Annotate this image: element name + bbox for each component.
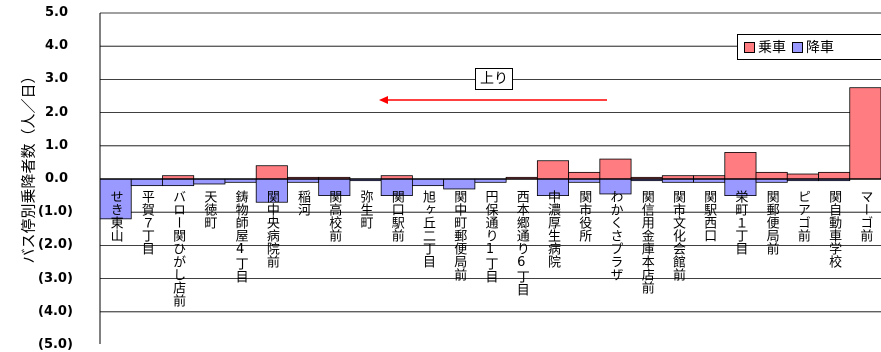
y-tick-label: (3.0) — [38, 270, 73, 286]
bar-boarding-16 — [599, 158, 632, 180]
bar-boarding-20 — [724, 152, 757, 180]
legend-label-alighting: 降車 — [806, 40, 834, 56]
y-tick-label: 4.0 — [44, 38, 68, 54]
x-tick-label: 鋳物師屋4丁目 — [232, 190, 248, 283]
legend-label-boarding: 乗車 — [758, 40, 786, 56]
x-tick-label: 西本郷通り6丁目 — [513, 190, 529, 296]
x-tick-label: マーゴ前 — [857, 190, 873, 242]
y-tick-label: 2.0 — [44, 104, 68, 120]
x-tick-label: 関高校前 — [326, 190, 342, 242]
bar-alighting-2 — [162, 178, 195, 187]
bar-boarding-15 — [568, 171, 601, 180]
x-tick-label: せき東山 — [107, 190, 123, 242]
x-tick-label: バロー関ひがし店前 — [170, 190, 186, 307]
x-tick-label: 円保通り1丁目 — [482, 190, 498, 283]
x-tick-label: 天徳町 — [201, 190, 217, 229]
bar-alighting-10 — [411, 178, 445, 187]
x-tick-label: ピアゴ前 — [794, 190, 810, 242]
x-tick-label: 関駅西口 — [701, 190, 717, 242]
bar-boarding-21 — [755, 171, 788, 180]
x-tick-label: 平賀７丁目 — [138, 190, 154, 255]
x-tick-label: 関口駅前 — [388, 190, 404, 242]
x-tick-label: 関信用金庫本店前 — [638, 190, 654, 294]
y-tick-label: 0.0 — [44, 171, 68, 186]
y-tick-label: (5.0) — [38, 337, 73, 352]
x-tick-label: 関市文化会館前 — [669, 190, 685, 281]
y-axis-label: バス停別乗降者数（人／日） — [19, 68, 38, 264]
legend-swatch-alighting — [792, 41, 803, 53]
x-tick-label: 栄町１丁目 — [732, 190, 748, 255]
y-tick-label: (1.0) — [38, 204, 73, 220]
legend: 乗車 降車 — [737, 34, 881, 60]
x-tick-label: 旭ヶ丘二丁目 — [420, 190, 436, 268]
x-tick-label: 弥生町 — [357, 190, 373, 229]
bar-boarding-14 — [536, 160, 569, 180]
x-tick-label: わかくさプラザ — [607, 190, 623, 281]
x-tick-label: 関自動車学校 — [826, 190, 842, 268]
x-tick-label: 稲河 — [295, 190, 311, 216]
bar-chart — [99, 12, 881, 344]
y-tick-label: 5.0 — [44, 5, 68, 20]
bar-boarding-5 — [255, 165, 288, 180]
x-tick-label: 関市役所 — [576, 190, 592, 242]
legend-swatch-boarding — [744, 41, 755, 53]
legend-item-boarding: 乗車 — [744, 37, 786, 57]
y-tick-label: (4.0) — [38, 303, 73, 319]
x-tick-label: 関郵便局前 — [763, 190, 779, 255]
bars — [99, 87, 881, 220]
y-tick-label: 3.0 — [44, 71, 68, 87]
legend-item-alighting: 降車 — [792, 37, 834, 57]
y-tick-label: 1.0 — [44, 137, 68, 153]
bar-alighting-1 — [130, 178, 163, 187]
bar-alighting-11 — [443, 178, 476, 190]
bar-boarding-23 — [818, 171, 851, 180]
annotation-arrowhead — [379, 96, 388, 104]
bar-boarding-24 — [849, 87, 881, 180]
x-tick-label: 関中町郵便局前 — [451, 190, 467, 281]
x-tick-label: 関中央病院前 — [263, 190, 279, 268]
x-tick-label: 中濃厚生病院 — [544, 190, 560, 268]
y-tick-label: (2.0) — [38, 237, 73, 253]
direction-annotation: 上り — [475, 68, 513, 90]
